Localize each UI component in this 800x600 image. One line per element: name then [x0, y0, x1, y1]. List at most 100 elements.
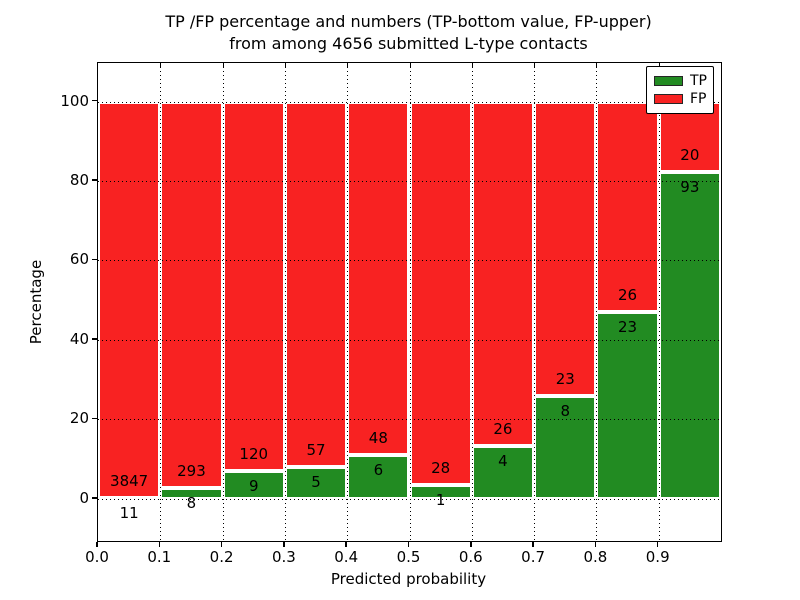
- y-tick-mark: [92, 338, 97, 340]
- y-tick-label: 40: [69, 329, 89, 348]
- top-tick-mark: [534, 63, 536, 68]
- x-tick-label: 0.8: [583, 548, 608, 566]
- tp-bar-segment: [347, 454, 410, 499]
- legend-box: TP FP: [646, 66, 714, 114]
- v-gridline: [222, 63, 224, 541]
- top-tick-mark: [160, 63, 162, 68]
- fp-bar-segment: [98, 101, 161, 498]
- v-gridline: [160, 63, 162, 541]
- top-tick-mark: [471, 63, 473, 68]
- x-tick-mark: [594, 541, 597, 547]
- fp-count-label: 48: [368, 428, 388, 447]
- fp-bar-segment: [409, 101, 472, 486]
- tp-count-label: 4: [498, 451, 508, 470]
- legend-entry-tp: TP: [654, 72, 713, 90]
- v-gridline: [284, 63, 286, 541]
- fp-count-label: 57: [306, 440, 326, 459]
- fp-count-label: 3847: [110, 471, 149, 490]
- top-tick-mark: [658, 63, 660, 68]
- fp-count-label: 20: [680, 145, 700, 164]
- tp-bar-segment: [534, 396, 597, 499]
- legend-entry-fp: FP: [654, 90, 713, 108]
- legend-label: FP: [690, 91, 707, 107]
- fp-count-label: 23: [555, 370, 575, 389]
- tp-bar-segment: [409, 485, 472, 499]
- v-gridline: [347, 63, 349, 541]
- fp-count-label: 28: [431, 459, 451, 478]
- tp-bar-segment: [160, 488, 223, 499]
- tp-bar-segment: [596, 312, 659, 499]
- tp-bar-segment: [222, 471, 285, 499]
- chart-title-line2: from among 4656 submitted L-type contact…: [229, 34, 588, 53]
- y-tick-label: 100: [60, 91, 89, 110]
- legend-swatch-icon: [654, 76, 683, 86]
- y-axis-label: Percentage: [27, 259, 45, 345]
- x-tick-mark: [470, 541, 472, 547]
- tp-count-label: 8: [186, 494, 197, 513]
- tp-bar-segment: [658, 171, 721, 499]
- v-gridline: [471, 63, 473, 541]
- fp-bar-segment: [284, 101, 348, 467]
- v-gridline: [534, 63, 536, 541]
- x-tick-mark: [345, 541, 347, 547]
- tp-count-label: 8: [560, 402, 571, 421]
- fp-bar-segment: [596, 101, 659, 313]
- tp-count-label: 23: [618, 318, 638, 337]
- fp-bar-segment: [222, 101, 285, 472]
- legend-swatch-icon: [654, 94, 683, 104]
- top-tick-mark: [409, 63, 411, 68]
- tp-count-label: 93: [680, 177, 700, 196]
- fp-bar-segment: [471, 101, 535, 446]
- tp-count-label: 9: [248, 477, 259, 496]
- legend-label: TP: [690, 73, 707, 89]
- fp-count-label: 26: [493, 419, 513, 438]
- x-tick-label: 0.2: [209, 548, 234, 566]
- y-tick-label: 80: [69, 171, 89, 189]
- v-gridline: [596, 63, 598, 541]
- tp-count-label: 1: [435, 491, 446, 510]
- fp-count-label: 26: [618, 286, 638, 305]
- x-tick-label: 0.4: [334, 548, 359, 566]
- x-tick-mark: [283, 541, 285, 547]
- fp-bar-segment: [534, 101, 597, 397]
- x-tick-label: 0.1: [147, 548, 172, 566]
- top-tick-mark: [222, 63, 224, 68]
- plot-area: 3847 11 293 8 120 9 57 5 48 6 28 1 26 4 23 8 26 23 20 93: [97, 62, 722, 542]
- tp-count-label: 5: [311, 472, 321, 491]
- fp-bar-segment: [347, 101, 410, 455]
- tp-bar-segment: [471, 445, 535, 499]
- x-tick-mark: [532, 541, 534, 547]
- fp-count-label: 293: [177, 462, 206, 481]
- chart-title-line1: TP /FP percentage and numbers (TP-bottom…: [165, 12, 652, 31]
- tp-bar-segment: [284, 466, 348, 499]
- x-tick-mark: [407, 541, 410, 547]
- fp-bar-segment: [160, 101, 223, 489]
- v-gridline: [409, 63, 411, 541]
- x-tick-label: 0.5: [396, 548, 421, 566]
- x-tick-mark: [96, 541, 98, 547]
- y-tick-mark: [92, 497, 97, 499]
- tp-count-label: 11: [119, 503, 139, 522]
- x-tick-mark: [158, 541, 161, 547]
- top-tick-mark: [284, 63, 286, 68]
- x-tick-mark: [220, 541, 223, 547]
- y-tick-mark: [92, 258, 97, 261]
- x-axis-label: Predicted probability: [330, 570, 487, 588]
- x-tick-label: 0.0: [85, 548, 109, 566]
- tp-count-label: 6: [373, 460, 384, 479]
- top-tick-mark: [596, 63, 598, 68]
- y-tick-label: 20: [69, 409, 89, 428]
- top-tick-mark: [347, 63, 349, 68]
- y-tick-mark: [92, 99, 97, 102]
- y-tick-label: 60: [69, 250, 89, 269]
- x-tick-mark: [656, 541, 659, 547]
- fp-count-label: 120: [239, 445, 269, 464]
- x-tick-label: 0.6: [458, 548, 483, 566]
- x-tick-label: 0.3: [271, 548, 296, 566]
- y-tick-mark: [92, 179, 97, 181]
- x-tick-label: 0.7: [521, 548, 546, 566]
- y-tick-mark: [92, 417, 97, 420]
- y-tick-label: 0: [79, 488, 89, 507]
- v-gridline: [658, 63, 660, 541]
